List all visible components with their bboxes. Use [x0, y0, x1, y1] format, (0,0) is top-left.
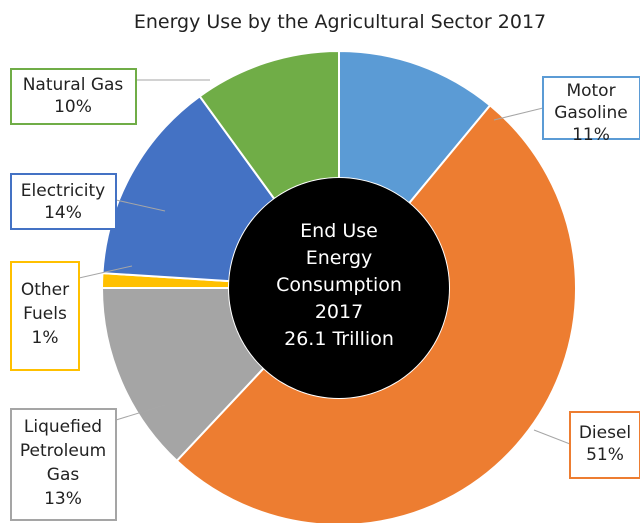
- slice-label-line: Other: [21, 280, 69, 300]
- center-label: End Use Energy Consumption 2017 26.1 Trillio…: [276, 220, 402, 350]
- slice-label-line: 13%: [44, 489, 82, 509]
- slice-label-line: Diesel: [579, 423, 631, 443]
- leader-line-0: [493, 107, 544, 121]
- slice-label-line: Liquefied: [24, 417, 102, 437]
- label-box-1: [569, 411, 640, 479]
- slice-label-line: Fuels: [23, 304, 67, 324]
- slice-label-5: Natural Gas 10%: [23, 75, 124, 117]
- slice-label-line: Gasoline: [554, 103, 628, 123]
- leader-line-4: [115, 199, 166, 212]
- slice-label-line: Gas: [47, 465, 80, 485]
- center-line: Energy: [306, 247, 373, 269]
- slice-label-line: 51%: [586, 445, 624, 465]
- slice-label-line: 1%: [32, 328, 59, 348]
- label-box-4: [10, 173, 117, 230]
- slice-label-1: Diesel 51%: [579, 423, 631, 465]
- slice-label-line: 10%: [54, 97, 92, 117]
- donut-center: [229, 178, 449, 398]
- slice-labels: Motor Gasoline 11% Diesel 51% Liquefied Petrol…: [10, 68, 640, 521]
- leader-line-3: [78, 265, 133, 279]
- slice-label-line: Electricity: [21, 181, 105, 201]
- center-line: 2017: [315, 301, 363, 323]
- center-line: End Use: [300, 220, 378, 242]
- slice-label-line: 14%: [44, 203, 82, 223]
- leader-line-1: [533, 429, 571, 445]
- label-box-5: [10, 68, 137, 125]
- slice-label-line: Natural Gas: [23, 75, 124, 95]
- slice-label-4: Electricity 14%: [21, 181, 105, 223]
- label-box-2: [10, 408, 117, 521]
- slice-label-3: Other Fuels 1%: [21, 280, 69, 348]
- center-line: 26.1 Trillion: [284, 328, 394, 350]
- slice-label-2: Liquefied Petroleum Gas 13%: [20, 417, 106, 509]
- slice-label-line: 11%: [572, 125, 610, 145]
- leader-line-2: [115, 404, 166, 421]
- label-box-0: [542, 76, 640, 140]
- center-line: Consumption: [276, 274, 402, 296]
- chart-title: Energy Use by the Agricultural Sector 20…: [134, 11, 546, 33]
- slice-label-line: Petroleum: [20, 441, 106, 461]
- label-box-3: [10, 261, 80, 371]
- slice-label-0: Motor Gasoline 11%: [554, 81, 628, 145]
- slice-label-line: Motor: [566, 81, 615, 101]
- center-text: End Use Energy Consumption 2017 26.1 Trillio…: [276, 220, 402, 350]
